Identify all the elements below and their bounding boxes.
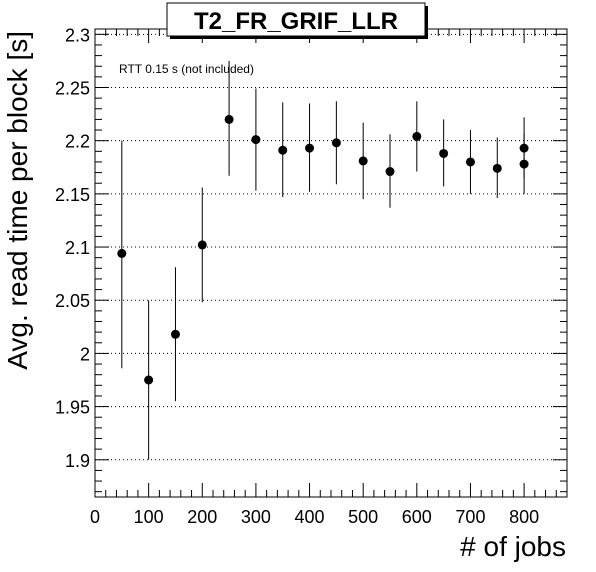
y-tick-label: 2.2 bbox=[65, 132, 90, 152]
data-point bbox=[439, 148, 449, 158]
data-points bbox=[117, 60, 529, 460]
x-tick-label: 200 bbox=[187, 507, 217, 527]
data-point bbox=[144, 375, 154, 385]
x-tick-label: 800 bbox=[509, 507, 539, 527]
y-tick-label: 1.9 bbox=[65, 451, 90, 471]
data-point bbox=[117, 248, 127, 258]
y-axis-label: Avg. read time per block [s] bbox=[2, 31, 33, 370]
data-point bbox=[197, 240, 207, 250]
chart-title: T2_FR_GRIF_LLR bbox=[194, 8, 398, 35]
title-box: T2_FR_GRIF_LLR bbox=[166, 2, 428, 39]
y-tick-labels: 1.9 1.95 2 2.05 2.1 2.15 2.2 2.25 2.3 bbox=[55, 25, 90, 470]
data-point bbox=[519, 159, 529, 169]
data-point bbox=[251, 135, 261, 145]
data-point bbox=[385, 167, 395, 177]
y-tick-label: 2.3 bbox=[65, 25, 90, 45]
x-tick-label: 0 bbox=[90, 507, 100, 527]
x-tick-label: 100 bbox=[134, 507, 164, 527]
x-tick-label: 700 bbox=[455, 507, 485, 527]
data-point bbox=[331, 138, 341, 148]
y-tick-label: 2.25 bbox=[55, 79, 90, 99]
x-tick-labels: 0 100 200 300 400 500 600 700 800 bbox=[90, 507, 539, 527]
data-point bbox=[412, 131, 422, 141]
plot-frame bbox=[94, 28, 568, 498]
y-tick-label: 2.1 bbox=[65, 238, 90, 258]
y-tick-label: 2.15 bbox=[55, 185, 90, 205]
x-tick-label: 300 bbox=[241, 507, 271, 527]
y-tick-label: 2 bbox=[80, 344, 90, 364]
data-point bbox=[358, 156, 368, 166]
title-rect bbox=[166, 2, 426, 37]
grid bbox=[95, 33, 567, 461]
data-point bbox=[465, 157, 475, 167]
data-point bbox=[170, 329, 180, 339]
x-tick-label: 600 bbox=[402, 507, 432, 527]
y-tick-label: 2.05 bbox=[55, 291, 90, 311]
x-axis-label: # of jobs bbox=[460, 531, 566, 562]
annotation: RTT 0.15 s (not included) bbox=[119, 62, 254, 76]
y-tick-label: 1.95 bbox=[55, 398, 90, 418]
data-point bbox=[492, 163, 502, 173]
data-point bbox=[278, 145, 288, 155]
data-point bbox=[305, 143, 315, 153]
axis-ticks bbox=[94, 29, 567, 497]
x-tick-label: 400 bbox=[295, 507, 325, 527]
data-point bbox=[224, 114, 234, 124]
x-tick-label: 500 bbox=[348, 507, 378, 527]
